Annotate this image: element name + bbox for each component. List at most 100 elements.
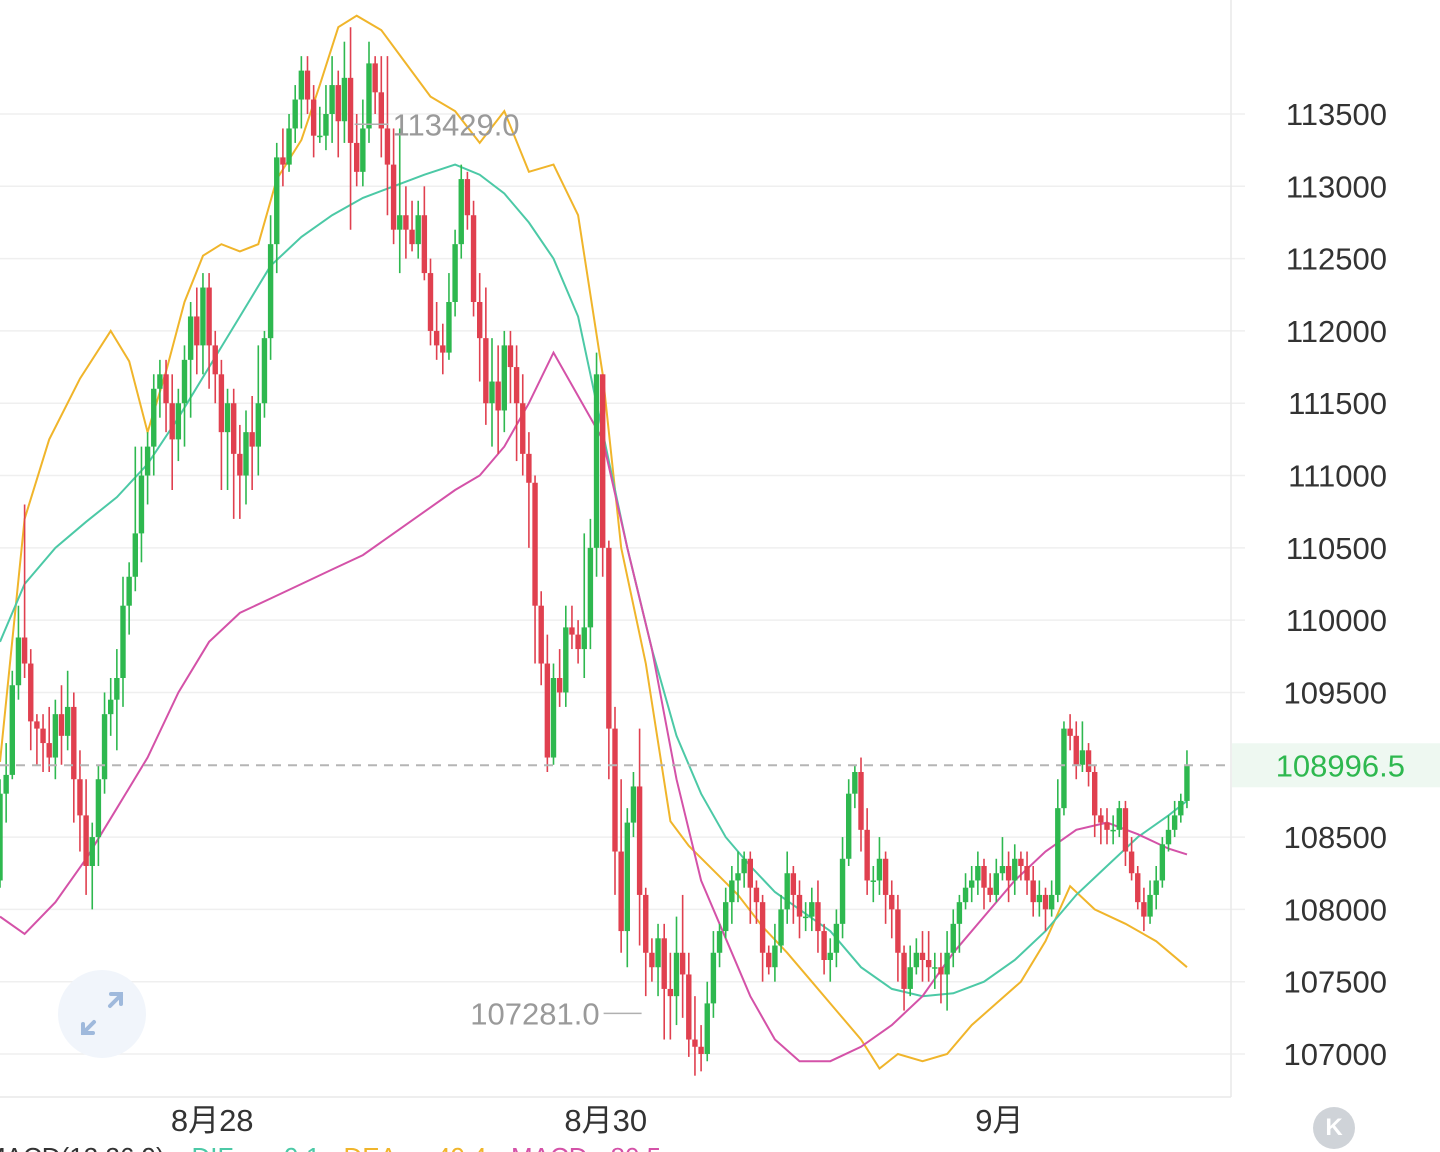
candle bbox=[999, 837, 1006, 881]
candle-body bbox=[1055, 808, 1061, 895]
candle bbox=[46, 706, 52, 772]
candle bbox=[1061, 721, 1067, 816]
candle bbox=[83, 779, 89, 895]
candle-body bbox=[593, 374, 600, 548]
candle bbox=[274, 142, 280, 274]
candle-body bbox=[741, 858, 747, 874]
y-tick-label: 107000 bbox=[1284, 1037, 1387, 1072]
candle bbox=[341, 41, 348, 143]
candle-body bbox=[735, 873, 741, 881]
candle bbox=[89, 822, 95, 910]
candle bbox=[1135, 866, 1141, 910]
candle bbox=[440, 323, 446, 375]
last-price-label: 108996.5 bbox=[1276, 748, 1405, 783]
candle bbox=[304, 56, 311, 114]
candle bbox=[962, 873, 969, 910]
candle bbox=[298, 56, 305, 129]
candle-body bbox=[231, 403, 237, 454]
candle-body bbox=[895, 909, 901, 953]
candle-body bbox=[630, 786, 637, 823]
candle-body bbox=[58, 714, 65, 736]
expand-button[interactable] bbox=[58, 970, 146, 1058]
candle bbox=[433, 302, 440, 360]
candle bbox=[483, 287, 489, 425]
candle-body bbox=[643, 894, 649, 953]
candle-body bbox=[1104, 822, 1110, 830]
candle-body bbox=[1036, 894, 1043, 903]
low-annotation: 107281.0 bbox=[470, 996, 599, 1031]
candle-body bbox=[310, 99, 317, 136]
candle bbox=[938, 952, 944, 1004]
candle bbox=[919, 931, 926, 982]
candle bbox=[501, 330, 507, 433]
candle bbox=[538, 591, 544, 686]
candle-body bbox=[323, 114, 329, 136]
k-icon[interactable]: K bbox=[1313, 1107, 1355, 1149]
candle bbox=[157, 359, 163, 418]
candle-body bbox=[464, 179, 471, 216]
candle-body bbox=[403, 215, 409, 230]
candle bbox=[987, 873, 993, 903]
candle bbox=[778, 894, 784, 953]
y-tick-label: 112500 bbox=[1286, 242, 1387, 277]
candle-body bbox=[802, 916, 809, 919]
candle bbox=[323, 85, 329, 151]
candle bbox=[1098, 808, 1104, 845]
macd-legend-item: MACD(12,26,9) bbox=[0, 1142, 165, 1152]
candle bbox=[1165, 815, 1172, 852]
candle bbox=[132, 446, 138, 592]
candle-body bbox=[1178, 800, 1184, 816]
candle bbox=[151, 374, 157, 476]
candle bbox=[415, 200, 421, 259]
candle-body bbox=[870, 880, 876, 882]
candle bbox=[187, 302, 194, 418]
candle-body bbox=[261, 338, 268, 404]
candle-body bbox=[882, 858, 889, 895]
candle bbox=[901, 945, 907, 1011]
candle bbox=[993, 858, 999, 903]
candle bbox=[747, 851, 753, 924]
candle bbox=[643, 887, 649, 997]
candle bbox=[772, 923, 778, 982]
candle bbox=[464, 171, 471, 230]
candle bbox=[913, 938, 920, 975]
candle bbox=[1030, 866, 1036, 917]
candle bbox=[64, 670, 71, 751]
candle bbox=[624, 808, 630, 968]
candle-body bbox=[71, 706, 77, 780]
candle-body bbox=[15, 637, 22, 686]
candle-body bbox=[1024, 866, 1030, 881]
candle-body bbox=[409, 229, 415, 245]
candle bbox=[944, 931, 950, 1011]
candle bbox=[827, 938, 833, 982]
candle bbox=[932, 952, 938, 989]
candle bbox=[544, 634, 551, 772]
candle bbox=[317, 106, 323, 143]
grid-lines bbox=[0, 0, 1245, 1098]
candle bbox=[390, 128, 397, 245]
candle-body bbox=[77, 779, 83, 816]
candle bbox=[870, 866, 876, 903]
candle-body bbox=[224, 403, 231, 433]
candle bbox=[655, 923, 661, 997]
candle-body bbox=[876, 858, 883, 881]
candle bbox=[1005, 851, 1012, 903]
candle bbox=[163, 359, 169, 433]
candle bbox=[969, 866, 975, 903]
candle-body bbox=[397, 215, 403, 230]
candle bbox=[470, 200, 477, 317]
candle-body bbox=[101, 714, 108, 780]
candle bbox=[907, 945, 913, 997]
candle-body bbox=[28, 663, 34, 722]
bollinger-bands bbox=[0, 14, 1188, 1070]
candle-body bbox=[532, 482, 538, 606]
candle-body bbox=[649, 952, 655, 968]
candle-body bbox=[347, 77, 354, 143]
candle-body bbox=[772, 945, 778, 968]
candle bbox=[1067, 714, 1073, 751]
candle-body bbox=[661, 938, 667, 989]
candle bbox=[1178, 793, 1184, 823]
candle-body bbox=[21, 637, 28, 664]
candle bbox=[766, 945, 772, 975]
candle bbox=[575, 620, 581, 664]
